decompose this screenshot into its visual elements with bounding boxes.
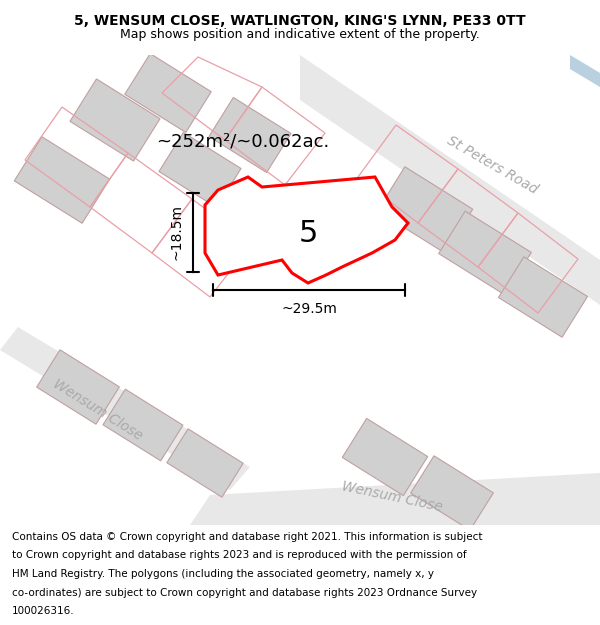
Polygon shape [190,473,600,525]
Polygon shape [570,55,600,87]
Polygon shape [205,177,408,283]
Polygon shape [125,54,211,132]
Polygon shape [499,257,587,338]
Polygon shape [410,456,493,530]
Polygon shape [70,79,160,161]
Text: Contains OS data © Crown copyright and database right 2021. This information is : Contains OS data © Crown copyright and d… [12,532,482,542]
Text: ~252m²/~0.062ac.: ~252m²/~0.062ac. [157,132,329,150]
Text: 5, WENSUM CLOSE, WATLINGTON, KING'S LYNN, PE33 0TT: 5, WENSUM CLOSE, WATLINGTON, KING'S LYNN… [74,14,526,28]
Text: Map shows position and indicative extent of the property.: Map shows position and indicative extent… [120,28,480,41]
Polygon shape [167,429,243,497]
Text: HM Land Registry. The polygons (including the associated geometry, namely x, y: HM Land Registry. The polygons (includin… [12,569,434,579]
Polygon shape [37,350,119,424]
Polygon shape [0,327,250,490]
Polygon shape [14,137,110,223]
Text: Wensum Close: Wensum Close [51,377,145,443]
Polygon shape [209,98,291,172]
Polygon shape [377,167,473,253]
Text: 5: 5 [298,219,317,248]
Text: 100026316.: 100026316. [12,606,74,616]
Text: St Peters Road: St Peters Road [444,133,540,197]
Text: ~29.5m: ~29.5m [281,302,337,316]
Polygon shape [439,211,532,295]
Text: Wensum Close: Wensum Close [340,479,444,514]
Text: co-ordinates) are subject to Crown copyright and database rights 2023 Ordnance S: co-ordinates) are subject to Crown copyr… [12,588,477,598]
Text: ~18.5m: ~18.5m [169,204,183,261]
Text: to Crown copyright and database rights 2023 and is reproduced with the permissio: to Crown copyright and database rights 2… [12,551,467,561]
Polygon shape [159,132,241,208]
Polygon shape [103,389,183,461]
Polygon shape [342,418,428,496]
Polygon shape [300,55,600,305]
